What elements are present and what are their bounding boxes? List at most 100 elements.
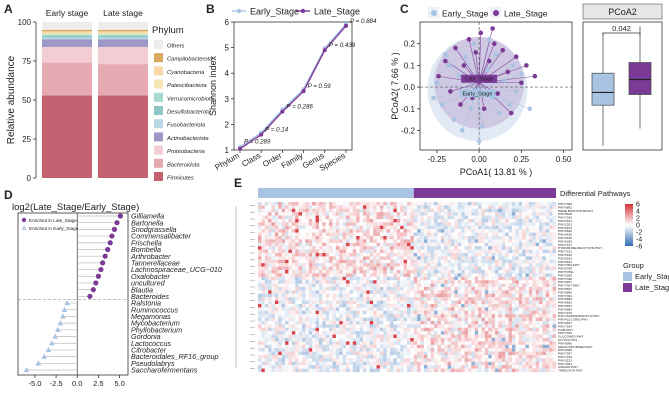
e-heatmap-cell — [346, 348, 350, 352]
e-heatmap-cell — [281, 236, 286, 240]
e-heatmap-cell — [302, 266, 306, 271]
e-heatmap-cell — [346, 205, 350, 209]
e-heatmap-cell — [393, 253, 397, 257]
e-heatmap-cell — [461, 212, 465, 216]
e-heatmap-cell — [366, 219, 370, 223]
e-heatmap-cell — [339, 331, 343, 335]
e-heatmap-cell — [464, 331, 469, 335]
e-heatmap-cell — [457, 273, 462, 277]
e-heatmap-cell — [474, 246, 479, 250]
e-heatmap-cell — [298, 348, 303, 352]
e-heatmap-cell — [420, 215, 425, 220]
e-heatmap-cell — [393, 229, 397, 233]
e-heatmap-cell — [335, 273, 340, 277]
e-heatmap-cell — [542, 246, 546, 250]
e-heatmap-cell — [420, 361, 425, 366]
e-heatmap-cell — [332, 348, 337, 352]
e-row-label: GLYCOLYSIS — [558, 338, 577, 342]
e-heatmap-cell — [522, 215, 526, 220]
e-heatmap-cell — [481, 263, 486, 267]
e-heatmap-cell — [444, 368, 448, 373]
e-heatmap-cell — [383, 242, 387, 247]
e-heatmap-cell — [552, 314, 557, 318]
e-heatmap-cell — [386, 229, 391, 233]
e-heatmap-cell — [349, 338, 353, 342]
e-heatmap-cell — [515, 321, 519, 325]
e-heatmap-cell — [508, 344, 513, 349]
e-heatmap-cell — [322, 287, 326, 291]
e-heatmap-cell — [366, 351, 370, 356]
e-heatmap-cell — [440, 205, 445, 209]
e-heatmap-cell — [264, 253, 269, 257]
c-centroid-label: Late_Stage — [465, 77, 493, 83]
e-heatmap-cell — [342, 266, 347, 271]
e-heatmap-cell — [515, 287, 519, 291]
e-heatmap-cell — [376, 324, 381, 328]
e-heatmap-cell — [508, 317, 513, 322]
d-marker — [52, 333, 59, 339]
e-heatmap-cell — [484, 256, 489, 260]
e-heatmap-cell — [322, 304, 326, 308]
e-heatmap-cell — [413, 225, 418, 230]
e-heatmap-cell — [325, 310, 330, 315]
e-row-label: PWY3065 — [558, 348, 572, 352]
e-heatmap-cell — [312, 215, 316, 220]
e-heatmap-cell — [298, 327, 303, 332]
e-heatmap-cell — [403, 321, 408, 325]
e-heatmap-cell — [515, 358, 519, 362]
e-heatmap-cell — [501, 205, 506, 209]
e-heatmap-cell — [481, 314, 486, 318]
e-heatmap-cell — [278, 242, 282, 247]
b-y-tick-label: 3 — [225, 95, 230, 104]
e-heatmap-cell — [288, 205, 293, 209]
e-heatmap-cell — [478, 365, 482, 369]
e-heatmap-cell — [339, 229, 343, 233]
e-heatmap-cell — [258, 246, 262, 250]
e-heatmap-cell — [318, 327, 323, 332]
e-heatmap-cell — [437, 321, 442, 325]
e-heatmap-cell — [464, 270, 469, 274]
e-heatmap-cell — [318, 338, 323, 342]
e-heatmap-cell — [413, 290, 418, 294]
e-heatmap-cell — [281, 341, 286, 345]
e-heatmap-cell — [318, 270, 323, 274]
e-heatmap-cell — [451, 239, 455, 243]
e-heatmap-cell — [484, 304, 489, 308]
e-heatmap-cell — [454, 246, 458, 250]
e-heatmap-cell — [322, 219, 326, 223]
e-heatmap-cell — [505, 338, 509, 342]
e-heatmap-cell — [308, 355, 313, 359]
e-row-label: PWY7357 — [558, 352, 572, 356]
e-heatmap-cell — [430, 219, 435, 223]
e-heatmap-cell — [352, 300, 357, 305]
e-heatmap-cell — [386, 236, 391, 240]
e-heatmap-cell — [312, 205, 316, 209]
e-heatmap-cell — [461, 355, 465, 359]
e-heatmap-cell — [454, 283, 458, 288]
e-heatmap-cell — [461, 365, 465, 369]
e-heatmap-cell — [410, 232, 414, 237]
e-heatmap-cell — [407, 283, 411, 288]
e-heatmap-cell — [359, 219, 364, 223]
e-heatmap-cell — [366, 208, 370, 213]
e-heatmap-cell — [342, 293, 347, 298]
e-heatmap-cell — [511, 266, 516, 271]
e-heatmap-cell — [366, 205, 370, 209]
e-heatmap-cell — [332, 273, 337, 277]
e-heatmap-cell — [285, 351, 289, 356]
e-heatmap-cell — [390, 293, 394, 298]
e-heatmap-cell — [447, 327, 452, 332]
e-heatmap-cell — [390, 259, 394, 264]
e-heatmap-cell — [427, 222, 431, 226]
e-heatmap-cell — [545, 276, 550, 281]
e-heatmap-cell — [305, 287, 309, 291]
e-heatmap-cell — [308, 219, 313, 223]
e-heatmap-cell — [278, 212, 282, 216]
e-heatmap-cell — [359, 365, 364, 369]
e-heatmap-cell — [549, 317, 553, 322]
e-heatmap-cell — [356, 304, 360, 308]
e-heatmap-cell — [261, 344, 265, 349]
e-heatmap-cell — [434, 368, 438, 373]
e-heatmap-cell — [417, 287, 421, 291]
e-heatmap-cell — [498, 246, 502, 250]
